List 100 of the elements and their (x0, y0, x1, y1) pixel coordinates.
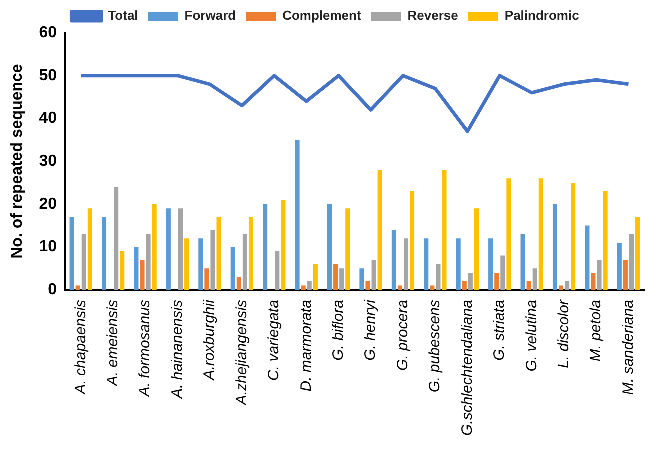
bar (82, 234, 86, 290)
bar (88, 208, 92, 290)
bar (526, 282, 532, 290)
bar (184, 238, 190, 290)
bar (597, 260, 602, 290)
legend-label: Total (108, 8, 138, 24)
x-tick-label: M. sanderiana (620, 300, 637, 396)
x-tick-label: G. biflora (330, 300, 347, 361)
x-tick-label: G. striata (491, 300, 508, 361)
y-tick-label: 20 (39, 196, 58, 213)
x-tick-label: A. hainanensis (168, 300, 186, 400)
bar (236, 277, 242, 290)
x-tick-label: L. discolor (555, 299, 572, 368)
bar (603, 192, 608, 290)
x-tick-label: A. chapaensis (72, 300, 90, 396)
bar (242, 234, 248, 290)
bar (392, 230, 396, 290)
bar (520, 234, 526, 290)
legend-label: Palindromic (504, 8, 580, 24)
bar (263, 204, 268, 290)
bar (456, 238, 461, 290)
bar (552, 204, 558, 290)
bar (281, 200, 286, 290)
bar (120, 252, 125, 290)
bar (629, 234, 634, 290)
bar (623, 260, 628, 290)
bar (398, 286, 402, 290)
x-tick-label: G. velutina (523, 300, 540, 372)
bar (506, 178, 512, 290)
bar (494, 272, 500, 290)
x-tick-label: C. variegata (266, 300, 283, 381)
bar (216, 217, 222, 290)
bar (340, 268, 344, 290)
bar (198, 238, 204, 290)
bar (500, 256, 506, 290)
bar (327, 204, 332, 290)
x-tick-label: A.zhejiangensis (233, 300, 250, 406)
bar (474, 208, 479, 290)
bar (372, 260, 376, 290)
x-tick-label: G. pubescens (426, 300, 444, 393)
bar (462, 282, 467, 290)
x-tick-label: M. petola (588, 300, 605, 362)
legend-label: Complement (282, 8, 362, 24)
bar (360, 268, 364, 290)
x-tick-label: G. procera (394, 300, 412, 371)
bar (166, 208, 171, 290)
bar (366, 282, 370, 290)
y-tick-label: 30 (39, 152, 58, 170)
bar (346, 208, 350, 290)
bar (538, 178, 544, 290)
x-tick-label: A. formosanus (136, 300, 154, 398)
bar (301, 286, 306, 290)
bar (70, 217, 74, 290)
bar (430, 286, 435, 290)
y-tick-label: 40 (39, 110, 58, 128)
x-tick-label: G.schlechtendaliana (458, 300, 476, 436)
bar (248, 217, 254, 290)
x-tick-label: A.roxburghii (201, 299, 218, 382)
y-tick-label: 60 (39, 24, 58, 42)
legend-label: Reverse (408, 8, 458, 24)
bar (313, 264, 318, 290)
bar (152, 204, 157, 290)
bar (378, 170, 382, 290)
bar (488, 238, 494, 290)
bar (275, 252, 280, 290)
bar (307, 282, 312, 290)
bar (140, 260, 145, 290)
bar (532, 268, 538, 290)
bar (585, 226, 590, 290)
bar (636, 217, 640, 290)
bar (442, 170, 447, 290)
bar (559, 286, 564, 290)
bar (76, 286, 80, 290)
x-tick-label: G. henryi (362, 299, 380, 361)
bar (591, 272, 596, 290)
bar (178, 208, 184, 290)
legend-label: Forward (184, 8, 236, 24)
bar (436, 264, 441, 290)
bar (565, 282, 570, 290)
bar (404, 238, 409, 290)
bar (617, 242, 622, 290)
bar (204, 268, 210, 290)
y-tick-label: 0 (48, 281, 58, 298)
y-tick-label: 10 (39, 238, 58, 256)
x-tick-label: D. marmorata (298, 300, 315, 392)
bar (146, 234, 151, 290)
bar (424, 238, 429, 290)
bar (134, 247, 139, 290)
bar (210, 230, 216, 290)
bar (114, 187, 119, 290)
bar (295, 140, 300, 290)
bar (410, 192, 415, 290)
x-tick-label: A. emeiensis (104, 300, 122, 387)
bar (102, 217, 107, 290)
bar (334, 264, 338, 290)
y-tick-label: 50 (39, 67, 58, 84)
bar (571, 182, 576, 290)
bar (230, 247, 236, 290)
y-axis-title: No. of repeated sequence (9, 64, 26, 259)
bar (468, 272, 473, 290)
